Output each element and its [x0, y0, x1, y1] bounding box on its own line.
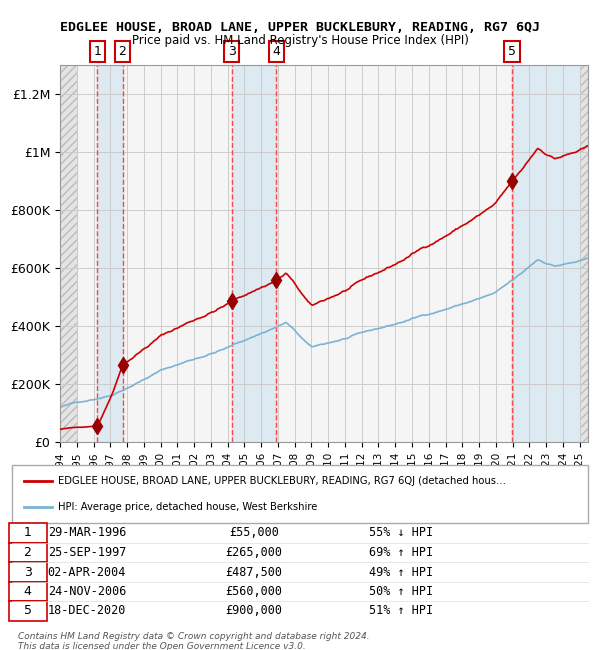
- Text: 3: 3: [23, 566, 31, 578]
- Text: Price paid vs. HM Land Registry's House Price Index (HPI): Price paid vs. HM Land Registry's House …: [131, 34, 469, 47]
- Text: £560,000: £560,000: [226, 585, 283, 598]
- FancyBboxPatch shape: [9, 582, 47, 601]
- Bar: [580, 65, 588, 442]
- Text: EDGLEE HOUSE, BROAD LANE, UPPER BUCKLEBURY, READING, RG7 6QJ: EDGLEE HOUSE, BROAD LANE, UPPER BUCKLEBU…: [60, 21, 540, 34]
- Text: Contains HM Land Registry data © Crown copyright and database right 2024.
This d: Contains HM Land Registry data © Crown c…: [18, 632, 370, 650]
- Bar: [60, 65, 77, 442]
- Text: £487,500: £487,500: [226, 566, 283, 578]
- Text: 24-NOV-2006: 24-NOV-2006: [47, 585, 126, 598]
- Text: HPI: Average price, detached house, West Berkshire: HPI: Average price, detached house, West…: [58, 502, 317, 512]
- Text: EDGLEE HOUSE, BROAD LANE, UPPER BUCKLEBURY, READING, RG7 6QJ (detached hous…: EDGLEE HOUSE, BROAD LANE, UPPER BUCKLEBU…: [58, 476, 506, 486]
- Text: £265,000: £265,000: [226, 546, 283, 559]
- Text: 1: 1: [94, 45, 101, 58]
- Text: 2: 2: [23, 546, 31, 559]
- Text: 51% ↑ HPI: 51% ↑ HPI: [369, 604, 433, 617]
- Bar: [512, 65, 580, 442]
- Text: 50% ↑ HPI: 50% ↑ HPI: [369, 585, 433, 598]
- Bar: [580, 65, 588, 442]
- Bar: [60, 65, 77, 442]
- Bar: [232, 65, 276, 442]
- Text: 5: 5: [23, 604, 32, 617]
- Text: 2: 2: [119, 45, 127, 58]
- Text: 69% ↑ HPI: 69% ↑ HPI: [369, 546, 433, 559]
- Text: £900,000: £900,000: [226, 604, 283, 617]
- Text: 1: 1: [23, 526, 31, 539]
- Text: 55% ↓ HPI: 55% ↓ HPI: [369, 526, 433, 539]
- Text: 49% ↑ HPI: 49% ↑ HPI: [369, 566, 433, 578]
- FancyBboxPatch shape: [9, 523, 47, 543]
- Text: 18-DEC-2020: 18-DEC-2020: [47, 604, 126, 617]
- Bar: [97, 65, 122, 442]
- FancyBboxPatch shape: [9, 562, 47, 582]
- Text: £55,000: £55,000: [229, 526, 279, 539]
- Text: 29-MAR-1996: 29-MAR-1996: [47, 526, 126, 539]
- FancyBboxPatch shape: [9, 601, 47, 621]
- Text: 25-SEP-1997: 25-SEP-1997: [47, 546, 126, 559]
- Text: 4: 4: [272, 45, 280, 58]
- FancyBboxPatch shape: [12, 465, 588, 523]
- Text: 4: 4: [23, 585, 31, 598]
- Text: 5: 5: [508, 45, 516, 58]
- FancyBboxPatch shape: [9, 543, 47, 562]
- Text: 3: 3: [228, 45, 236, 58]
- Text: 02-APR-2004: 02-APR-2004: [47, 566, 126, 578]
